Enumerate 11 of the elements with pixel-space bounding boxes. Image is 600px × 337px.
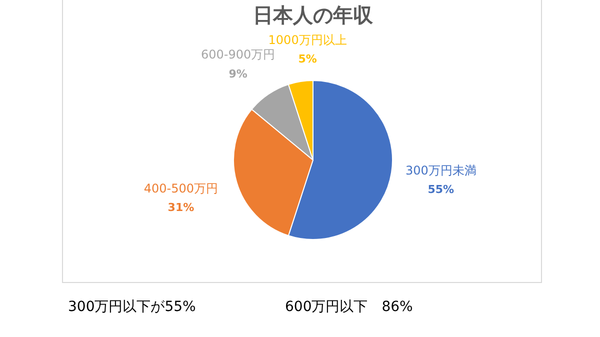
data-label: 9% (228, 67, 248, 80)
slice-label: 300万円未満 (405, 163, 476, 178)
text: 600万円以下 86% (285, 298, 413, 316)
text: 300万円以下が55% (68, 298, 196, 316)
slice-label: 600-900万円 (201, 48, 276, 62)
slice-label: 400-500万円 (144, 181, 218, 196)
data-label: 31% (168, 201, 194, 214)
data-label: 5% (298, 52, 317, 66)
slice-label: 1000万円以上 (268, 33, 347, 47)
chart-title: 日本人の年収 (253, 3, 374, 28)
data-label: 55% (428, 183, 454, 196)
